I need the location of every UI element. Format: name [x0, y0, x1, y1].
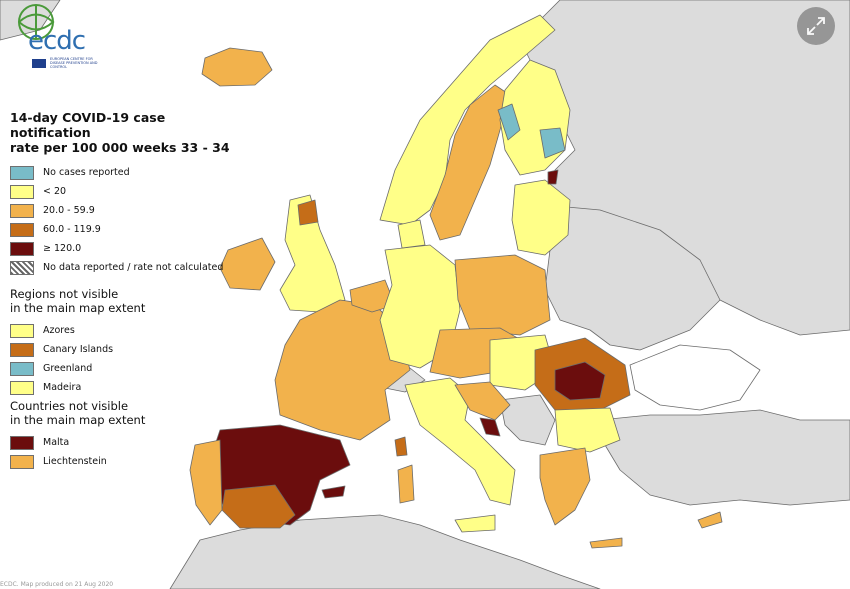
legend-item-label: No cases reported — [43, 167, 130, 178]
corsica — [394, 436, 408, 457]
regions-title: Regions not visible in the main map exte… — [10, 287, 240, 315]
regions-title-line1: Regions not visible — [10, 287, 119, 301]
scotland-orange — [297, 199, 319, 226]
region-item-swatch — [10, 380, 34, 395]
poland — [454, 254, 551, 336]
croatia — [454, 381, 511, 421]
legend-item-swatch — [10, 165, 34, 180]
croatia-red — [479, 417, 501, 437]
legend-item-row: 20.0 - 59.9 — [10, 201, 240, 220]
legend-title-line2: rate per 100 000 weeks 33 - 34 — [10, 140, 230, 155]
norway — [379, 14, 556, 226]
countries-title: Countries not visible in the main map ex… — [10, 399, 240, 427]
bulgaria — [554, 407, 621, 453]
legend-title-line1: 14-day COVID-19 case notification — [10, 110, 166, 140]
denmark — [397, 219, 426, 249]
region-item-label: Canary Islands — [43, 344, 114, 355]
balearics — [321, 485, 346, 499]
countries-title-line2: in the main map extent — [10, 413, 146, 427]
estonia-red — [547, 169, 559, 185]
map-legend: 14-day COVID-19 case notification rate p… — [10, 110, 240, 471]
north-africa — [169, 514, 601, 589]
sicily — [454, 514, 496, 533]
black-sea — [629, 344, 761, 411]
legend-regions: Azores Canary Islands Greenland Madeira — [10, 321, 240, 397]
finland-blue-2 — [539, 127, 566, 159]
logo-subtitle: EUROPEAN CENTRE FOR DISEASE PREVENTION A… — [50, 57, 98, 69]
logo-wordmark: ecdc — [28, 26, 86, 56]
country-item-label: Liechtenstein — [43, 456, 107, 467]
region-item-row: Greenland — [10, 359, 240, 378]
legend-item-label: ≥ 120.0 — [43, 243, 82, 254]
legend-item-row: < 20 — [10, 182, 240, 201]
globe-icon — [18, 4, 55, 40]
expand-button[interactable] — [797, 7, 835, 45]
legend-item-row: No cases reported — [10, 163, 240, 182]
portugal — [189, 439, 223, 526]
legend-item-row: 60.0 - 119.9 — [10, 220, 240, 239]
legend-item-label: 20.0 - 59.9 — [43, 205, 95, 216]
ecdc-logo: ecdc EUROPEAN CENTRE FOR DISEASE PREVENT… — [6, 2, 101, 74]
country-item-swatch — [10, 454, 34, 469]
legend-item-swatch — [10, 260, 34, 275]
legend-item-label: < 20 — [43, 186, 67, 197]
iceland — [201, 47, 273, 87]
country-item-swatch — [10, 435, 34, 450]
country-item-row: Malta — [10, 433, 240, 452]
countries-title-line1: Countries not visible — [10, 399, 129, 413]
region-item-label: Madeira — [43, 382, 82, 393]
region-item-label: Greenland — [43, 363, 93, 374]
legend-countries: Malta Liechtenstein — [10, 433, 240, 471]
legend-item-label: 60.0 - 119.9 — [43, 224, 101, 235]
map-footer: ECDC. Map produced on 21 Aug 2020 — [0, 581, 114, 588]
cyprus — [697, 511, 723, 529]
eu-flag-icon — [32, 59, 46, 68]
country-item-label: Malta — [43, 437, 70, 448]
finland-blue — [497, 103, 521, 141]
region-item-label: Azores — [43, 325, 75, 336]
legend-item-swatch — [10, 222, 34, 237]
country-item-row: Liechtenstein — [10, 452, 240, 471]
legend-title: 14-day COVID-19 case notification rate p… — [10, 110, 240, 155]
expand-icon — [807, 17, 825, 35]
region-item-swatch — [10, 342, 34, 357]
balkans-non-eu — [499, 394, 556, 446]
region-item-swatch — [10, 361, 34, 376]
crete — [589, 537, 623, 549]
turkey — [599, 409, 850, 506]
regions-title-line2: in the main map extent — [10, 301, 146, 315]
ireland — [219, 237, 276, 291]
legend-item-swatch — [10, 241, 34, 256]
benelux — [349, 279, 396, 313]
legend-item-row: No data reported / rate not calculated — [10, 258, 240, 277]
sardinia — [397, 464, 415, 504]
region-item-swatch — [10, 323, 34, 338]
legend-item-label: No data reported / rate not calculated — [43, 262, 224, 273]
region-item-row: Azores — [10, 321, 240, 340]
romania-dark — [554, 361, 606, 401]
legend-items: No cases reported < 20 20.0 - 59.9 60.0 - 1… — [10, 163, 240, 277]
legend-item-swatch — [10, 203, 34, 218]
greece — [539, 447, 591, 526]
region-item-row: Madeira — [10, 378, 240, 397]
region-item-row: Canary Islands — [10, 340, 240, 359]
legend-item-swatch — [10, 184, 34, 199]
legend-item-row: ≥ 120.0 — [10, 239, 240, 258]
